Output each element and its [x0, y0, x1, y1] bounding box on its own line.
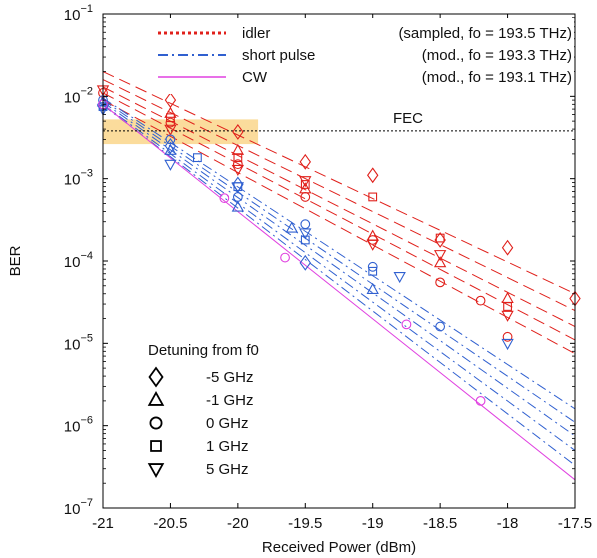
marker-square [150, 440, 162, 452]
marker-diamond [299, 153, 312, 170]
y-tick-exponent: −5 [80, 332, 93, 344]
y-tick-exponent: −2 [80, 85, 93, 97]
fit-line [102, 92, 576, 341]
marker-square [166, 113, 175, 123]
fit-line [102, 99, 576, 423]
legend-series-name: CW [242, 69, 268, 86]
marker-square [435, 233, 445, 243]
marker-triangle-up [366, 282, 379, 294]
marker-diamond [148, 366, 164, 388]
marker-diamond [366, 167, 379, 184]
fit-line [102, 97, 576, 410]
marker-triangle-up [231, 200, 245, 212]
marker-circle [475, 395, 486, 406]
marker-circle [502, 331, 513, 342]
x-tick-label: -19.5 [288, 515, 322, 532]
marker-square [368, 266, 378, 276]
fec-label: FEC [393, 110, 423, 127]
fit-line [102, 103, 576, 481]
detuning-legend-title: Detuning from f0 [148, 342, 259, 359]
detuning-legend-label: 1 GHz [206, 438, 249, 455]
detuning-legend-label: 0 GHz [206, 415, 249, 432]
y-tick-exponent: −6 [80, 415, 93, 427]
fit-lines [102, 71, 576, 481]
x-tick-label: -19 [362, 515, 384, 532]
marker-square [300, 180, 310, 189]
fit-line [102, 101, 576, 437]
marker-triangle-down [147, 463, 165, 479]
y-tick-exponent: −3 [80, 168, 93, 180]
marker-square [233, 153, 243, 163]
marker-circle [280, 252, 290, 263]
marker-circle [367, 261, 378, 272]
marker-circle [401, 319, 412, 330]
marker-circle [219, 193, 230, 204]
data-markers [96, 85, 581, 406]
marker-diamond [232, 123, 244, 140]
x-tick-label: -21 [92, 515, 114, 532]
marker-square [368, 192, 378, 202]
marker-square [193, 153, 202, 163]
y-tick-exponent: −4 [80, 250, 93, 262]
x-tick-label: -20 [227, 515, 249, 532]
marker-triangle-down [501, 310, 514, 322]
fit-line [102, 86, 576, 327]
marker-square [300, 235, 310, 245]
marker-circle [435, 277, 446, 288]
fit-line [102, 103, 576, 451]
fit-line [102, 104, 576, 466]
marker-triangle-down [231, 182, 245, 194]
x-tick-label: -18 [497, 515, 519, 532]
marker-triangle-down [433, 250, 447, 262]
marker-circle [149, 416, 163, 430]
marker-diamond [164, 137, 177, 154]
marker-triangle-down [164, 159, 177, 171]
legend-series-desc: (mod., fo = 193.3 THz) [422, 47, 572, 64]
marker-triangle-down [231, 164, 245, 177]
marker-triangle-down [393, 272, 406, 284]
fec-highlight-region [103, 119, 259, 145]
marker-triangle-down [164, 124, 177, 136]
marker-triangle-up [433, 256, 447, 268]
x-tick-label: -18.5 [423, 515, 457, 532]
marker-circle [300, 192, 311, 202]
marker-circle [165, 117, 176, 128]
detuning-legend-label: -5 GHz [206, 369, 254, 386]
x-tick-label: -20.5 [153, 515, 187, 532]
y-tick-exponent: −7 [80, 497, 93, 509]
marker-triangle-up [164, 106, 177, 118]
marker-triangle-down [501, 338, 514, 351]
y-axis-label: BER [7, 245, 24, 276]
marker-circle [232, 159, 243, 170]
marker-triangle-down [299, 176, 312, 188]
axis-ticks: -21 -20.5 -20 -19.5 -19 -18.5 -18 -17.510−110−2… [64, 3, 592, 532]
x-tick-label: -17.5 [558, 515, 592, 532]
marker-circle [435, 321, 446, 332]
detuning-legend-label: -1 GHz [206, 392, 254, 409]
marker-diamond [299, 254, 312, 271]
marker-circle [475, 295, 486, 306]
legend-series-desc: (sampled, fo = 193.5 THz) [398, 25, 572, 42]
marker-triangle-down [366, 239, 379, 251]
detuning-legend-background [136, 336, 286, 496]
series-legend: idler (sampled, fo = 193.5 THz) short puls… [148, 18, 574, 94]
marker-circle [165, 134, 176, 145]
legend-series-desc: (mod., fo = 193.1 THz) [422, 69, 572, 86]
marker-triangle-down [299, 228, 312, 240]
marker-triangle-up [147, 390, 165, 406]
fit-line [102, 79, 576, 312]
detuning-legend: Detuning from f0 -5 GHz -1 GHz 0 GHz 1 GHz 5 … [136, 336, 286, 496]
detuning-legend-label: 5 GHz [206, 461, 249, 478]
marker-triangle-up [285, 221, 298, 233]
fit-line [102, 71, 576, 295]
marker-square [503, 302, 512, 311]
marker-triangle-up [164, 143, 177, 155]
legend-series-name: idler [242, 25, 270, 42]
legend-series-name: short pulse [242, 47, 315, 64]
x-axis-label: Received Power (dBm) [262, 539, 416, 556]
marker-diamond [501, 239, 514, 256]
y-tick-exponent: −1 [80, 3, 93, 15]
